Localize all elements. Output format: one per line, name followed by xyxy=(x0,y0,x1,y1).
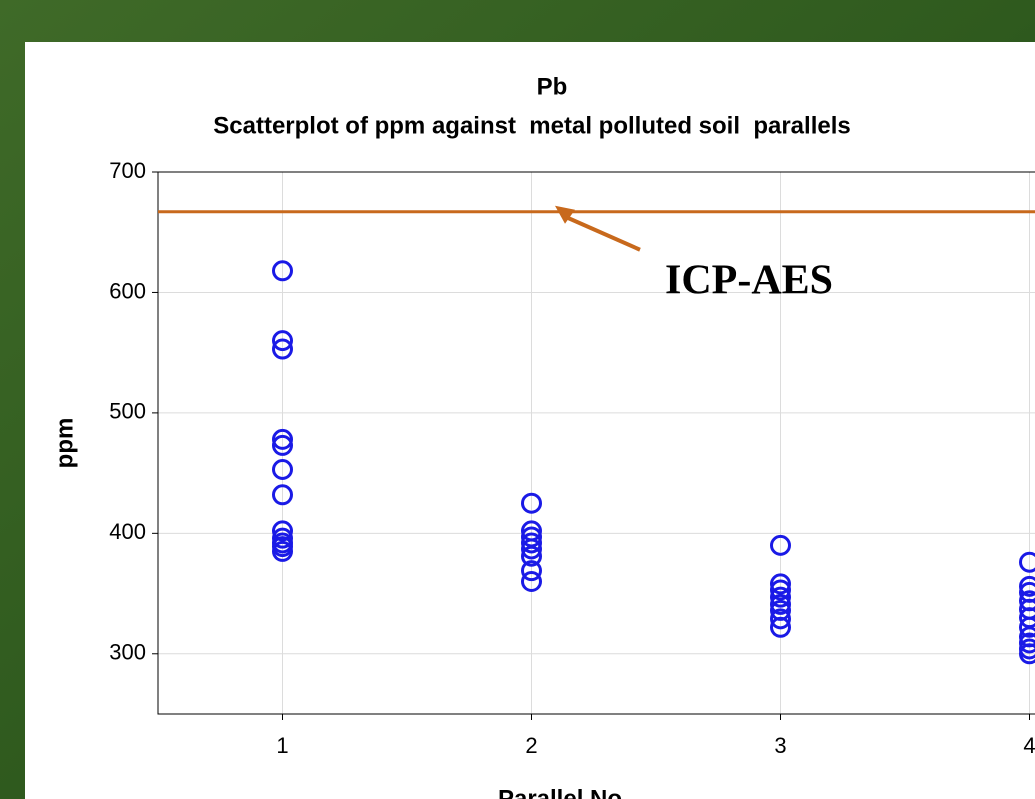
annotation-arrowhead xyxy=(555,205,575,224)
point xyxy=(770,616,791,638)
point xyxy=(770,593,791,615)
point xyxy=(770,608,791,630)
point xyxy=(770,573,791,595)
point xyxy=(521,560,542,582)
point xyxy=(1019,551,1035,573)
point xyxy=(770,579,791,601)
y-axis-label: ppm xyxy=(51,418,78,469)
point xyxy=(272,338,293,360)
point xyxy=(272,330,293,352)
y-tick-label: 700 xyxy=(109,158,146,183)
point xyxy=(770,534,791,556)
point xyxy=(272,434,293,456)
plot-frame xyxy=(157,171,1035,715)
x-axis-label: Parallel No xyxy=(498,785,622,799)
y-tick-label: 400 xyxy=(109,519,146,544)
point xyxy=(272,484,293,506)
point xyxy=(272,540,293,562)
point xyxy=(521,532,542,554)
point xyxy=(521,538,542,560)
point xyxy=(1019,575,1035,597)
chart-title: Pb xyxy=(537,73,568,100)
point xyxy=(272,260,293,282)
point xyxy=(521,571,542,593)
x-tick-label: 2 xyxy=(525,733,537,758)
chart-subtitle: Scatterplot of ppm against metal pollute… xyxy=(213,112,850,139)
point xyxy=(1019,616,1035,638)
annotation: ICP-AES xyxy=(665,257,833,303)
panel xyxy=(25,42,1035,799)
point xyxy=(770,586,791,608)
point xyxy=(521,545,542,567)
x-tick-label: 4 xyxy=(1023,733,1035,758)
point xyxy=(1019,632,1035,654)
point xyxy=(272,520,293,542)
annotation-arrow xyxy=(562,213,641,252)
y-tick-label: 300 xyxy=(109,640,146,665)
x-tick-label: 1 xyxy=(276,733,288,758)
y-tick-label: 600 xyxy=(109,278,146,303)
point xyxy=(521,492,542,514)
point xyxy=(272,428,293,450)
y-tick-label: 500 xyxy=(109,399,146,424)
point xyxy=(272,458,293,480)
point xyxy=(1019,643,1035,665)
x-tick-label: 3 xyxy=(774,733,786,758)
